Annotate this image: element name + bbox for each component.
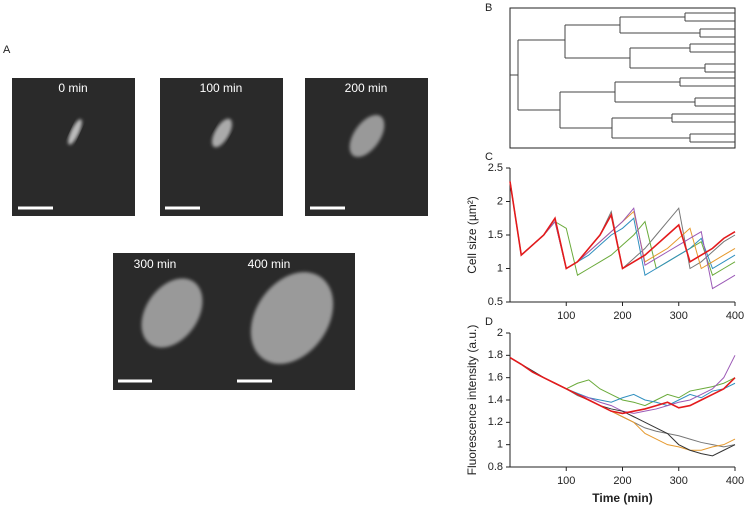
x-tick-label: 300 xyxy=(670,310,688,322)
y-tick-label: 1.5 xyxy=(488,229,503,241)
caption: 0 min xyxy=(58,81,87,95)
data-line xyxy=(509,357,736,451)
micrograph: 100 min xyxy=(160,78,283,216)
caption: 100 min xyxy=(200,81,243,95)
x-tick-label: 200 xyxy=(613,310,631,322)
y-tick-label: 1.8 xyxy=(488,349,503,361)
micrograph: 200 min xyxy=(305,78,428,216)
x-tick-label: 400 xyxy=(726,310,744,322)
x-axis-label: Time (min) xyxy=(592,491,652,505)
data-line xyxy=(509,357,736,407)
y-axis-label: Fluorescence intensity (a.u.) xyxy=(465,325,479,476)
panel-label: C xyxy=(485,151,493,163)
x-tick-label: 200 xyxy=(613,475,631,487)
y-tick-label: 1.6 xyxy=(488,372,503,384)
data-line xyxy=(509,357,736,407)
micrograph: 300 min xyxy=(113,253,236,390)
data-line xyxy=(509,357,736,457)
y-tick-label: 2.5 xyxy=(488,162,503,174)
caption: 200 min xyxy=(345,81,388,95)
caption: 400 min xyxy=(248,257,291,271)
y-tick-label: 1.4 xyxy=(488,394,503,406)
panel-label: D xyxy=(485,316,493,328)
x-tick-label: 300 xyxy=(670,475,688,487)
y-tick-label: 2 xyxy=(497,327,503,339)
y-tick-label: 0.8 xyxy=(488,461,503,473)
x-tick-label: 100 xyxy=(557,310,575,322)
micrograph: 400 min xyxy=(232,253,355,390)
x-tick-label: 100 xyxy=(557,475,575,487)
y-tick-label: 1.2 xyxy=(488,416,503,428)
y-axis-label: Cell size (µm²) xyxy=(465,196,479,274)
caption: 300 min xyxy=(134,257,177,271)
data-line xyxy=(509,357,736,448)
dendrogram xyxy=(509,7,736,149)
data-line xyxy=(509,181,736,270)
y-tick-label: 1 xyxy=(497,439,503,451)
data-line xyxy=(509,356,736,415)
panel-label: A xyxy=(3,44,11,56)
micrograph: 0 min xyxy=(12,78,135,216)
y-tick-label: 0.5 xyxy=(488,296,503,308)
x-tick-label: 400 xyxy=(726,475,744,487)
data-line xyxy=(509,355,736,414)
y-tick-label: 1 xyxy=(497,262,503,274)
y-tick-label: 2 xyxy=(497,195,503,207)
panel-label: B xyxy=(485,2,492,14)
